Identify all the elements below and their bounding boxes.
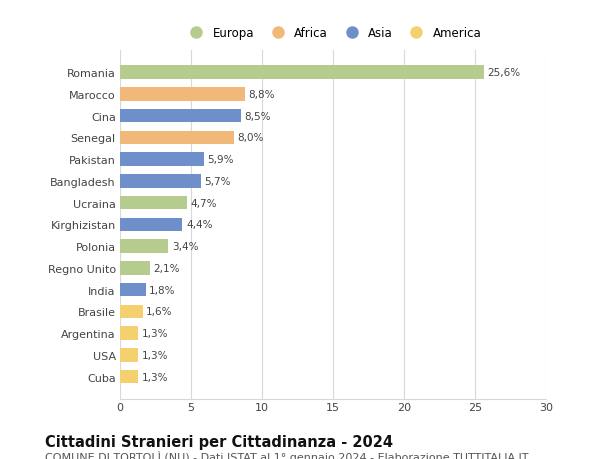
Text: 8,5%: 8,5% [244, 112, 271, 122]
Bar [120, 110, 241, 123]
Text: 5,7%: 5,7% [205, 177, 231, 186]
Text: 1,3%: 1,3% [142, 350, 169, 360]
Text: 25,6%: 25,6% [487, 68, 520, 78]
Text: 1,6%: 1,6% [146, 307, 173, 317]
Legend: Europa, Africa, Asia, America: Europa, Africa, Asia, America [184, 27, 482, 39]
Text: Cittadini Stranieri per Cittadinanza - 2024: Cittadini Stranieri per Cittadinanza - 2… [45, 434, 393, 449]
Bar [120, 153, 204, 167]
Text: 4,7%: 4,7% [190, 198, 217, 208]
Text: 4,4%: 4,4% [186, 220, 212, 230]
Text: 1,3%: 1,3% [142, 372, 169, 382]
Bar [120, 175, 201, 188]
Text: 1,8%: 1,8% [149, 285, 176, 295]
Text: 5,9%: 5,9% [208, 155, 234, 165]
Text: 8,8%: 8,8% [248, 90, 275, 100]
Bar [120, 67, 484, 80]
Bar [120, 348, 139, 362]
Bar [120, 196, 187, 210]
Bar [120, 131, 233, 145]
Bar [120, 262, 150, 275]
Text: COMUNE DI TORTOLÌ (NU) - Dati ISTAT al 1° gennaio 2024 - Elaborazione TUTTITALIA: COMUNE DI TORTOLÌ (NU) - Dati ISTAT al 1… [45, 450, 529, 459]
Bar [120, 218, 182, 232]
Text: 3,4%: 3,4% [172, 241, 199, 252]
Bar [120, 327, 139, 340]
Text: 2,1%: 2,1% [154, 263, 180, 273]
Bar [120, 305, 143, 319]
Bar [120, 240, 168, 253]
Text: 8,0%: 8,0% [237, 133, 263, 143]
Bar [120, 283, 146, 297]
Bar [120, 88, 245, 101]
Text: 1,3%: 1,3% [142, 328, 169, 338]
Bar [120, 370, 139, 383]
